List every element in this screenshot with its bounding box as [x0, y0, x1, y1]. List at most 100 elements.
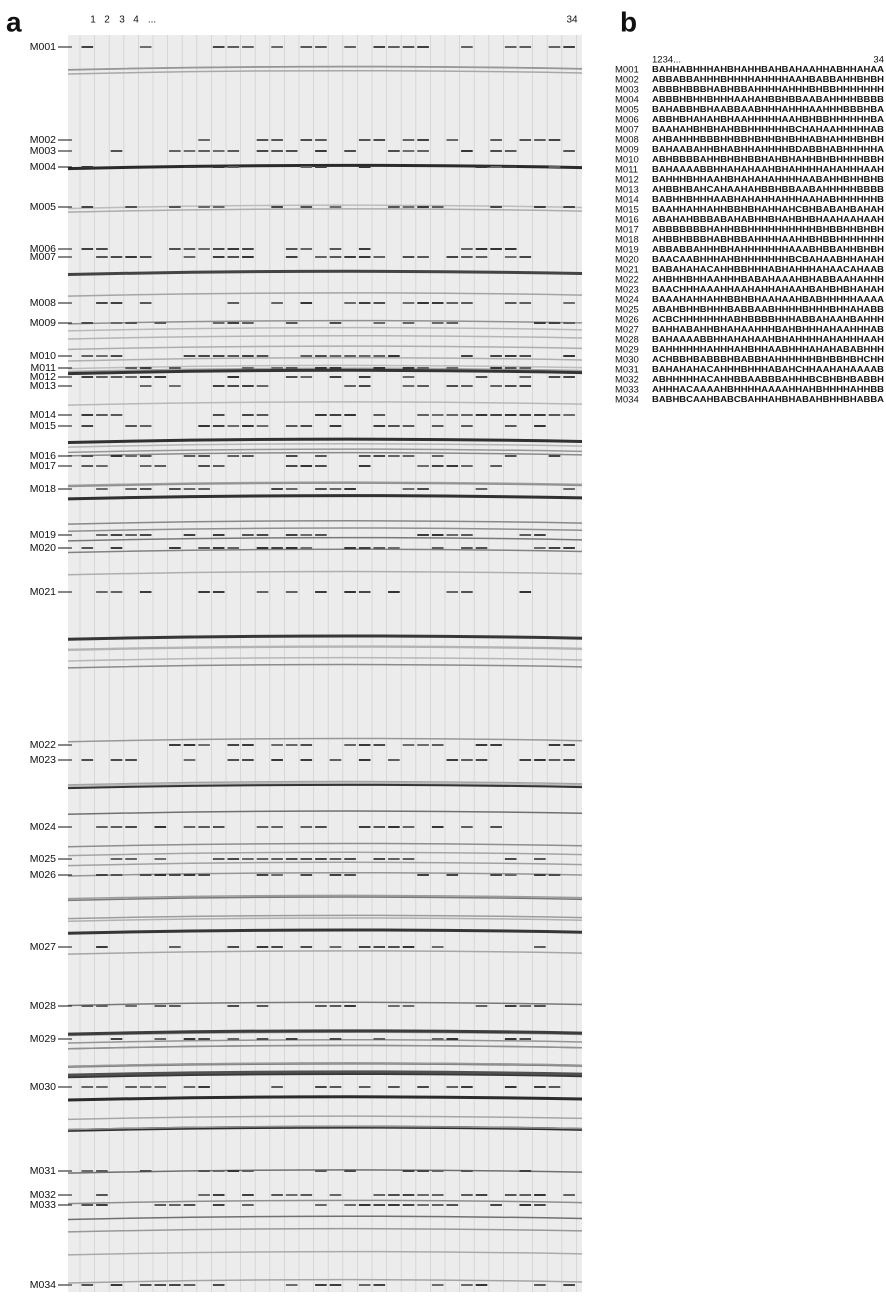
gel-band	[67, 1278, 583, 1284]
genotype: BAACAABHHHAHBHHHHHHHBCBAHAABHHAHAH	[652, 255, 884, 264]
gel-band	[67, 527, 583, 533]
marker-label: M019	[30, 529, 56, 541]
row-marker: M008	[615, 135, 639, 146]
genotype: BAHABBHBHAABBAABHHHAHHHAAHHHBBBHBA	[652, 105, 884, 114]
genotype: ABBABBAHHHBHHHHAHHHHAAHBABBAHHBHBH	[652, 75, 884, 84]
gel-band	[67, 319, 583, 325]
genotype: ACHBBHBABBBHBABBHAHHHHHHBHBBHBHCHH	[652, 355, 884, 364]
gel-band	[67, 645, 583, 651]
gel-band	[67, 520, 583, 525]
genotype: AHBHHBHHAAHHHBABAHAAAHBHABBAAHAHHH	[652, 275, 884, 284]
marker-label: M020	[30, 542, 56, 554]
gel-band	[67, 1039, 583, 1044]
gel-band	[67, 482, 583, 488]
genotype: BAHHHHHHAHHHAHBHHAABHHHAHAHABABHHH	[652, 345, 884, 354]
row-marker: M014	[615, 195, 639, 206]
genotype: BAHHABHHHAHBHAHHBAHBAHAAHHABHHAHAA	[652, 65, 884, 74]
lane-label: 4	[133, 15, 139, 26]
gel-band	[67, 451, 583, 457]
gel-band	[67, 364, 583, 370]
row-marker: M025	[615, 305, 639, 316]
gel-background	[68, 35, 582, 1292]
gel-band	[67, 861, 583, 867]
row-marker: M019	[615, 245, 639, 256]
marker-label: M033	[30, 1199, 56, 1211]
gel-band	[67, 345, 583, 351]
genotype: AHBAHHHBBBHHBBHBHHBHBHHABHAHHHBHBH	[652, 135, 884, 144]
gel-band	[67, 1250, 583, 1256]
marker-label: M005	[30, 201, 56, 213]
row-marker: M010	[615, 155, 639, 166]
gel-band	[67, 1070, 583, 1077]
column-header: 1234...	[652, 55, 681, 66]
genotype: BAHAAAABBHHAHAHAAHBHAHHHHAHAHHHAAH	[652, 335, 884, 344]
row-marker: M033	[615, 385, 639, 396]
gel-band	[67, 356, 583, 362]
row-marker: M002	[615, 75, 639, 86]
genotype: BAHHHBHHAAHBHAHAHAHHHHAABAHHBHHBHB	[652, 175, 884, 184]
genotype: BAAHAHBHBHAHBBHHHHHHBCHAHAAHHHHHAB	[652, 125, 884, 134]
gel-band	[67, 656, 583, 662]
gel-band	[67, 1071, 583, 1079]
row-marker: M018	[615, 235, 639, 246]
row-marker: M004	[615, 95, 639, 106]
row-marker: M032	[615, 375, 639, 386]
gel-band	[67, 810, 583, 816]
row-marker: M021	[615, 265, 639, 276]
genotype: BAACHHHAAAHHAAHAHHAHAAHBAHBHBHAHAH	[652, 285, 884, 294]
row-marker: M007	[615, 125, 639, 136]
marker-label: M012	[30, 371, 56, 383]
marker-label: M017	[30, 460, 56, 472]
gel-band	[67, 928, 583, 935]
genotype: ABBBHBHHBHHHAAHAHBBHBBAABAHHHHBBBB	[652, 95, 884, 104]
gel-band	[67, 334, 583, 340]
gel-band	[67, 894, 583, 900]
gel-band	[67, 782, 583, 790]
row-marker: M023	[615, 285, 639, 296]
row-marker: M006	[615, 115, 639, 126]
gel-band	[67, 204, 583, 210]
panel-label: b	[620, 6, 637, 37]
gel-band	[67, 437, 583, 444]
marker-label: M007	[30, 251, 56, 263]
row-marker: M024	[615, 295, 639, 306]
gel-band	[67, 208, 583, 213]
gel-band	[67, 269, 583, 277]
row-marker: M016	[615, 215, 639, 226]
gel-band	[67, 481, 583, 487]
gel-band	[67, 326, 583, 332]
lane-label: 34	[566, 15, 578, 26]
gel-band	[67, 1062, 583, 1067]
gel-band	[67, 443, 583, 448]
gel-band	[67, 65, 583, 71]
row-marker: M034	[615, 395, 639, 406]
genotype: ACBCHHHHHHHABHBBBBHHHABBAHAAHBAHHH	[652, 315, 884, 324]
gel-band	[67, 663, 583, 669]
gel-band	[67, 1199, 583, 1205]
row-marker: M001	[615, 65, 639, 76]
gel-band	[67, 1227, 583, 1233]
marker-label: M006	[30, 243, 56, 255]
row-marker: M027	[615, 325, 639, 336]
gel-band	[67, 570, 583, 576]
marker-label: M016	[30, 450, 56, 462]
gel-band	[67, 368, 583, 376]
gel-band	[67, 1063, 583, 1068]
gel-band	[67, 1044, 583, 1050]
marker-label: M008	[30, 297, 56, 309]
gel-band	[67, 1115, 583, 1121]
marker-label: M029	[30, 1033, 56, 1045]
marker-label: M011	[31, 362, 57, 374]
genotype: ABBHBHAHAHBHAAHHHHHAAHBHBBHHHHHHBA	[652, 115, 884, 124]
row-marker: M011	[615, 165, 638, 176]
marker-label: M010	[30, 350, 56, 362]
row-marker: M017	[615, 225, 639, 236]
marker-label: M013	[30, 380, 56, 392]
marker-label: M032	[30, 1189, 56, 1201]
marker-label: M025	[30, 853, 56, 865]
genotype: BAAHHAHHAHHBBHBHAHHAHCBHBABAHBAHAH	[652, 205, 884, 214]
gel-band	[67, 401, 583, 406]
genotype: AHBBHBAHCAHAAHAHBBHBBAABAHHHHHBBBB	[652, 185, 884, 194]
gel-band	[67, 548, 583, 554]
labels: M001M002M003M004M005M006M007M008M009M010…	[30, 15, 885, 1291]
